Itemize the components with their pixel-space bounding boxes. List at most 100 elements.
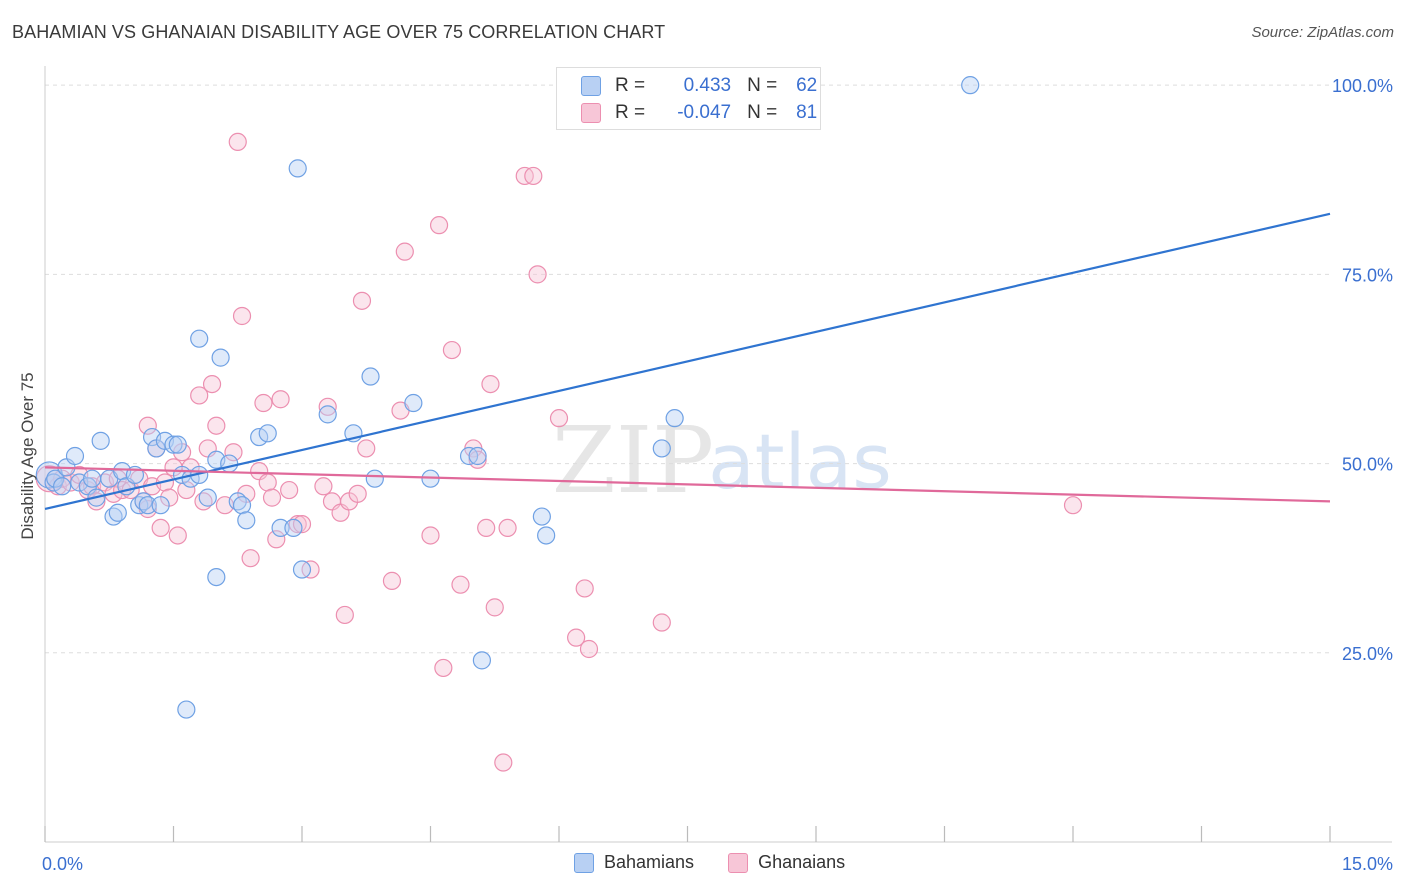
data-point <box>288 159 307 178</box>
data-point <box>65 446 85 466</box>
trend-line-ghanaians <box>44 466 1331 503</box>
y-tick-label: 25.0% <box>1342 644 1393 664</box>
data-point <box>164 435 183 454</box>
legend-item-bahamians[interactable]: Bahamians <box>574 852 694 873</box>
trend-lines <box>44 212 1331 511</box>
data-point <box>262 488 282 507</box>
watermark-zip: ZIP <box>552 407 714 514</box>
stats-row-ghanaians: R = -0.047 N = 81 <box>581 100 817 126</box>
data-point <box>198 488 217 507</box>
data-point <box>382 571 402 590</box>
data-point <box>53 477 72 496</box>
data-point <box>314 477 333 496</box>
data-point <box>421 526 440 545</box>
data-point <box>357 439 376 458</box>
trend-line-bahamians <box>44 212 1331 511</box>
data-point <box>177 480 196 500</box>
data-point <box>442 340 462 360</box>
stats-row-bahamians: R = 0.433 N = 62 <box>581 73 817 99</box>
gridlines <box>45 84 1330 654</box>
data-point <box>348 484 367 503</box>
data-point <box>237 511 256 530</box>
data-point <box>579 639 599 659</box>
data-point <box>207 416 226 435</box>
data-point <box>451 575 470 594</box>
data-point <box>258 473 277 492</box>
y-tick-label: 50.0% <box>1342 455 1393 475</box>
data-point <box>271 518 290 538</box>
watermark: ZIP atlas <box>552 407 892 514</box>
legend-swatch-blue <box>574 852 594 873</box>
stats-box: R = 0.433 N = 62 R = -0.047 N = 81 <box>556 67 821 130</box>
data-point <box>477 518 496 538</box>
legend-label: Ghanaians <box>758 852 846 872</box>
data-point <box>258 424 277 443</box>
stats-r-label: R = <box>615 102 646 123</box>
legend-swatch-pink <box>728 852 749 873</box>
data-point <box>284 518 303 538</box>
data-point <box>232 496 252 515</box>
x-tick-label: 0.0% <box>42 854 83 874</box>
axis-labels: 25.0% 50.0% 75.0% 100.0% 0.0% 15.0% Disability… <box>18 76 1393 874</box>
data-point <box>665 409 684 428</box>
watermark-atlas: atlas <box>708 417 892 506</box>
data-point <box>91 431 110 450</box>
data-point <box>961 76 980 95</box>
data-point <box>220 454 239 473</box>
data-point <box>365 469 384 488</box>
stats-n-value: 62 <box>796 75 818 96</box>
data-point <box>549 409 569 428</box>
data-point <box>434 658 453 678</box>
data-point <box>108 503 127 522</box>
data-point <box>468 446 487 466</box>
data-point <box>498 518 517 538</box>
data-point <box>537 526 556 545</box>
chart-title: BAHAMIAN VS GHANAIAN DISABILITY AGE OVER… <box>12 22 666 42</box>
y-tick-label: 100.0% <box>1332 76 1393 96</box>
data-point <box>202 374 222 394</box>
legend-item-ghanaians[interactable]: Ghanaians <box>728 852 845 873</box>
data-point <box>83 469 102 488</box>
stats-n-label: N = <box>747 75 778 96</box>
data-point <box>652 439 671 458</box>
data-point <box>318 405 337 424</box>
data-point <box>524 166 543 186</box>
data-point <box>254 393 273 413</box>
data-point <box>228 132 247 152</box>
data-point <box>567 628 586 647</box>
data-point <box>494 753 513 772</box>
data-point <box>207 567 226 587</box>
y-axis-title: Disability Age Over 75 <box>18 372 37 539</box>
legend-label: Bahamians <box>604 852 695 872</box>
data-point <box>292 515 312 534</box>
data-point <box>271 390 290 409</box>
x-tick-label: 15.0% <box>1342 854 1393 874</box>
data-point <box>168 526 187 545</box>
bahamians-points <box>35 76 980 719</box>
data-point <box>211 348 230 367</box>
data-point <box>151 496 170 515</box>
data-point <box>361 367 380 386</box>
stats-swatch-pink <box>581 103 601 123</box>
data-point <box>485 598 504 617</box>
data-point <box>532 507 551 526</box>
data-point <box>241 549 260 568</box>
data-point <box>318 397 337 416</box>
data-point <box>528 265 547 284</box>
data-point <box>652 613 671 632</box>
data-point <box>472 651 491 670</box>
ghanaians-points <box>35 132 1083 772</box>
data-point <box>395 242 414 261</box>
data-point <box>232 306 252 326</box>
data-point <box>138 416 157 435</box>
data-point <box>267 530 286 549</box>
data-point <box>429 216 449 235</box>
data-point <box>151 518 170 538</box>
source-label: Source: ZipAtlas.com <box>1251 24 1394 41</box>
data-point <box>190 329 209 348</box>
data-point <box>292 560 312 579</box>
data-point <box>335 605 354 625</box>
data-point <box>352 291 372 310</box>
data-point <box>250 427 269 447</box>
